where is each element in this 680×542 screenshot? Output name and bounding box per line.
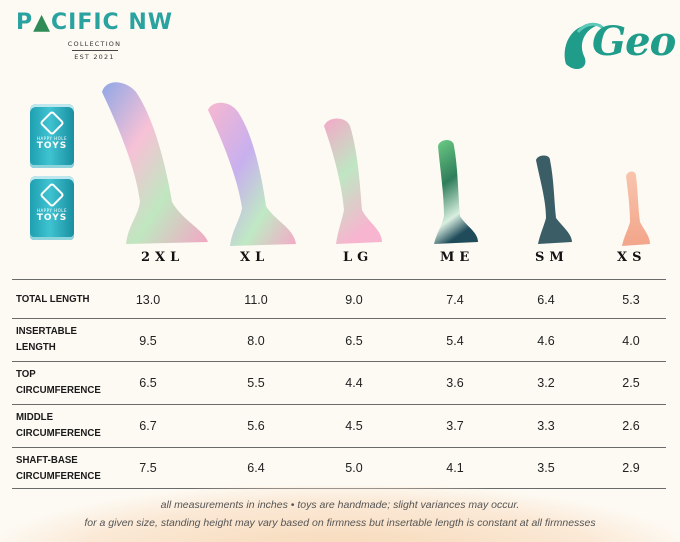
brand-name-rest: CIFIC NW [51, 10, 174, 35]
table-cell: 3.6 [446, 376, 464, 390]
table-cell: 3.3 [537, 419, 555, 433]
table-cell: 4.0 [622, 334, 640, 348]
can-brand-line: HAPPY HOLE [36, 136, 68, 141]
row-label-insertable-length: INSERTABLE LENGTH [16, 323, 77, 355]
soda-cans-scale-reference: HAPPY HOLE TOYS HAPPY HOLE TOYS [30, 104, 76, 244]
brand-established: EST 2021 [74, 53, 115, 61]
table-cell: 9.0 [345, 293, 363, 307]
pacific-nw-logo: P▲CIFIC NW COLLECTION EST 2021 [12, 8, 177, 62]
row-label-line: TOTAL LENGTH [16, 293, 90, 305]
can-brand-toys: TOYS [36, 141, 68, 151]
can-brand-toys: TOYS [36, 213, 68, 223]
row-label-top-circumference: TOP CIRCUMFERENCE [16, 366, 101, 398]
table-cell: 3.5 [537, 461, 555, 475]
geo-logo: Geo [556, 12, 676, 82]
table-cell: 3.7 [446, 419, 464, 433]
table-cell: 7.5 [139, 461, 157, 475]
table-cell: 11.0 [244, 293, 268, 307]
table-divider [12, 279, 666, 280]
table-cell: 5.3 [622, 293, 640, 307]
size-label-xs: XS [617, 250, 647, 265]
row-label-line: CIRCUMFERENCE [16, 427, 101, 439]
size-label-xl: XL [240, 250, 270, 265]
footer-background [0, 486, 680, 542]
table-cell: 6.7 [139, 419, 157, 433]
row-label-line: INSERTABLE [16, 325, 78, 337]
brand-name-first: P [15, 10, 34, 35]
table-divider [12, 361, 666, 362]
row-label-line: SHAFT-BASE [16, 454, 78, 466]
row-label-shaft-base-circumference: SHAFT-BASE CIRCUMFERENCE [16, 452, 101, 484]
row-label-middle-circumference: MIDDLE CIRCUMFERENCE [16, 409, 101, 441]
can-bottom: HAPPY HOLE TOYS [30, 176, 74, 240]
table-divider [12, 318, 666, 319]
table-cell: 4.5 [345, 419, 363, 433]
table-cell: 5.5 [247, 376, 265, 390]
table-cell: 5.6 [247, 419, 265, 433]
table-cell: 6.4 [537, 293, 555, 307]
brand-divider [71, 50, 118, 51]
brand-collection: COLLECTION [67, 40, 122, 48]
table-cell: 5.0 [345, 461, 363, 475]
table-cell: 7.4 [446, 293, 464, 307]
size-label-me: ME [440, 250, 475, 265]
hexagon-icon [39, 110, 65, 136]
table-cell: 5.4 [446, 334, 464, 348]
table-cell: 2.6 [622, 419, 640, 433]
row-label-line: CIRCUMFERENCE [16, 384, 101, 396]
table-cell: 2.9 [622, 461, 640, 475]
toy-xs-image [622, 171, 650, 246]
footer-note-measurements: all measurements in inches • toys are ha… [160, 499, 520, 511]
row-label-line: TOP [16, 368, 36, 380]
geo-wave-icon [564, 22, 606, 70]
toy-lg-image [324, 118, 382, 244]
table-divider [12, 447, 666, 448]
table-cell: 8.0 [247, 334, 265, 348]
table-cell: 6.5 [345, 334, 363, 348]
table-cell: 6.4 [247, 461, 265, 475]
size-label-sm: SM [535, 250, 569, 265]
table-cell: 6.5 [139, 376, 157, 390]
table-cell: 2.5 [622, 376, 640, 390]
can-top: HAPPY HOLE TOYS [30, 104, 74, 168]
footer-note-firmness: for a given size, standing height may va… [84, 517, 596, 529]
tree-icon: ▲ [33, 10, 51, 35]
row-label-line: MIDDLE [16, 411, 54, 423]
hexagon-icon [39, 182, 65, 208]
row-label-line: LENGTH [16, 341, 56, 353]
size-label-2xl: 2XL [141, 250, 185, 265]
geo-logo-text: Geo [592, 18, 676, 65]
table-divider [12, 404, 666, 405]
row-label-total-length: TOTAL LENGTH [16, 291, 90, 307]
toy-xl-image [208, 102, 296, 246]
table-cell: 3.2 [537, 376, 555, 390]
toy-sm-image [536, 155, 572, 244]
size-label-lg: LG [343, 250, 374, 265]
table-cell: 4.6 [537, 334, 555, 348]
brand-name: P▲CIFIC NW [12, 8, 177, 38]
table-cell: 4.1 [446, 461, 464, 475]
can-brand-line: HAPPY HOLE [36, 208, 68, 213]
table-cell: 9.5 [139, 334, 157, 348]
toy-me-image [434, 140, 478, 244]
table-cell: 4.4 [345, 376, 363, 390]
toy-2xl-image [102, 82, 208, 244]
row-label-line: CIRCUMFERENCE [16, 470, 101, 482]
table-cell: 13.0 [135, 293, 161, 307]
